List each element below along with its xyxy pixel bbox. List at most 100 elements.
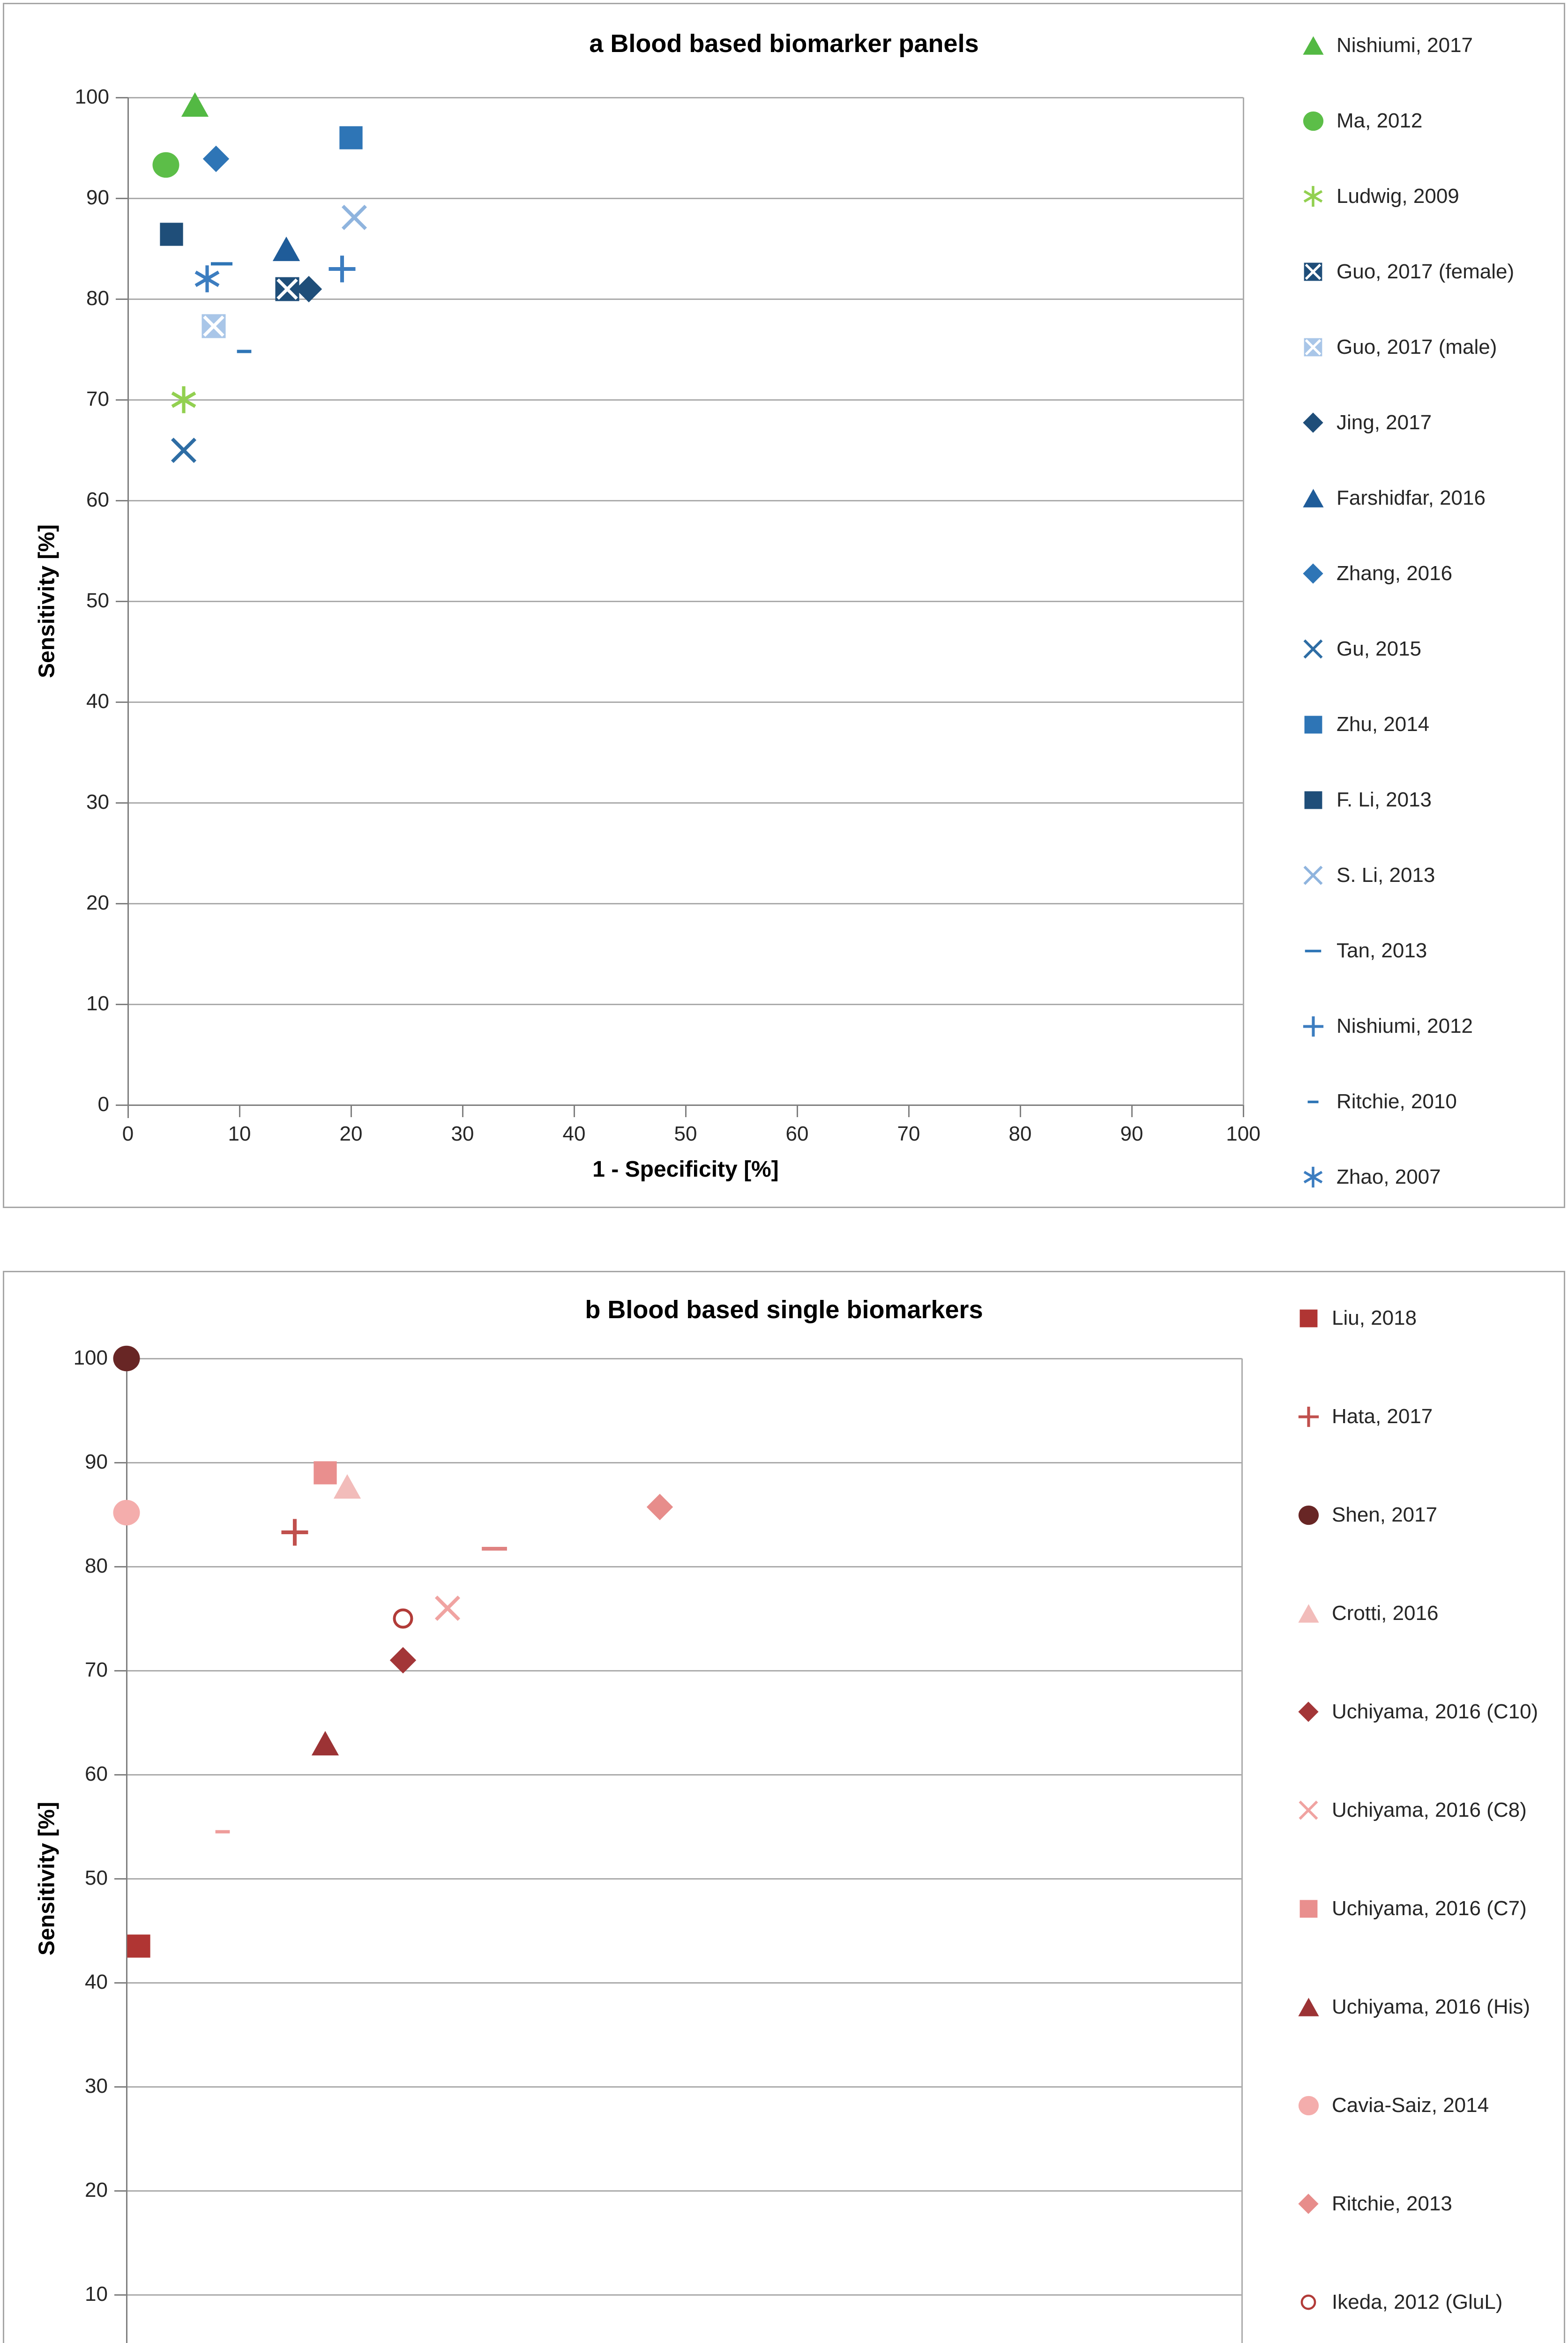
x-tick-mark: [796, 1105, 798, 1117]
data-point-guo-2017-male: [202, 314, 226, 338]
x-tick-label: 30: [451, 1122, 474, 1145]
x-tick-mark: [462, 1105, 463, 1117]
data-point-uchiyama-2016-c8: [435, 1595, 461, 1621]
legend-marker-icon: [1303, 563, 1323, 584]
legend-item-label: Ikeda, 2012 (GluL): [1332, 2291, 1503, 2313]
gridline-y-50: [127, 1878, 1242, 1880]
gridline-y-40: [128, 701, 1243, 703]
gridline-y-100: [127, 1358, 1242, 1359]
gridline-y-30: [128, 802, 1243, 804]
legend-marker-icon: [1298, 1604, 1319, 1623]
y-tick-label: 50: [85, 1866, 108, 1889]
y-tick-label: 20: [86, 891, 109, 914]
x-tick-label: 50: [674, 1122, 697, 1145]
gridline-y-100: [128, 97, 1243, 98]
legend-item-label: Ma, 2012: [1337, 109, 1423, 132]
gridline-y-30: [127, 2086, 1242, 2088]
legend-item-label: Tan, 2013: [1337, 939, 1427, 962]
chart-b-title: b Blood based single biomarkers: [585, 1296, 983, 1324]
data-point-shen-2017: [113, 1345, 140, 1372]
x-tick-label: 10: [228, 1122, 251, 1145]
plot-right-border: [1242, 97, 1244, 1105]
legend-marker-icon: [1303, 1166, 1323, 1188]
legend-item-label: Uchiyama, 2016 (C10): [1332, 1700, 1538, 1723]
legend-item-label: F. Li, 2013: [1337, 788, 1432, 811]
legend-marker-icon: [1303, 412, 1323, 433]
legend-marker-icon: [1304, 716, 1322, 733]
gridline-y-80: [127, 1566, 1242, 1567]
gridline-y-40: [127, 1982, 1242, 1984]
legend-item-label: Crotti, 2016: [1332, 1602, 1439, 1625]
chart-a-x-axis-label: 1 - Specificity [%]: [592, 1157, 779, 1182]
x-tick-mark: [573, 1105, 575, 1117]
y-tick-label: 10: [85, 2283, 108, 2306]
legend-marker-icon: [1298, 1406, 1319, 1427]
y-tick-label: 70: [86, 388, 109, 410]
x-tick-label: 90: [1120, 1122, 1143, 1145]
data-point-tan-2013: [210, 262, 232, 266]
legend-item-label: Gu, 2015: [1337, 637, 1422, 660]
data-point-zhu-2014: [339, 126, 363, 149]
y-tick-label: 30: [85, 2074, 108, 2097]
y-tick-label: 60: [86, 488, 109, 511]
y-tick-mark: [116, 298, 128, 300]
legend-marker-icon: [1304, 262, 1322, 281]
y-tick-mark: [116, 701, 128, 703]
x-tick-label: 80: [1008, 1122, 1032, 1145]
legend-marker-icon: [1303, 639, 1323, 659]
data-point-ikeda-2012-ala: [215, 1830, 230, 1834]
data-point-farshidfar-2016: [272, 236, 300, 261]
data-point-zhao-2007: [194, 265, 220, 292]
legend-item-label: Ritchie, 2013: [1332, 2192, 1452, 2215]
y-axis-line: [126, 1358, 127, 2343]
legend-item-label: Zhao, 2007: [1337, 1165, 1441, 1188]
y-tick-mark: [116, 399, 128, 401]
legend-marker-icon: [1305, 949, 1322, 952]
y-tick-label: 30: [86, 791, 109, 813]
gridline-y-20: [127, 2190, 1242, 2192]
y-tick-label: 20: [85, 2179, 108, 2201]
y-tick-label: 90: [86, 186, 109, 209]
legend-marker-icon: [1298, 1998, 1319, 2016]
legend-item-label: S. Li, 2013: [1337, 864, 1435, 887]
y-tick-mark: [114, 2190, 127, 2192]
y-axis-line: [127, 97, 129, 1118]
legend-item-label: Uchiyama, 2016 (His): [1332, 1995, 1531, 2018]
data-point-gu-2015: [171, 437, 197, 463]
x-tick-mark: [1131, 1105, 1133, 1117]
y-tick-mark: [114, 1566, 127, 1567]
y-tick-mark: [116, 600, 128, 602]
x-tick-mark: [685, 1105, 687, 1117]
legend-marker-icon: [1298, 2096, 1319, 2115]
data-point-ikeda-2012-glul: [393, 1608, 413, 1629]
legend-marker-icon: [1300, 2294, 1316, 2310]
y-tick-label: 70: [85, 1658, 108, 1681]
legend-marker-icon: [1302, 489, 1324, 507]
y-tick-label: 0: [97, 1093, 109, 1116]
gridline-y-10: [128, 1003, 1243, 1005]
legend-marker-icon: [1303, 111, 1323, 131]
legend-marker-icon: [1303, 866, 1323, 885]
data-point-ikeda-2012-gln: [482, 1547, 508, 1551]
y-tick-mark: [116, 500, 128, 501]
y-tick-label: 90: [85, 1450, 108, 1473]
legend-item-label: Zhang, 2016: [1337, 562, 1453, 585]
data-point-ludwig-2009: [171, 386, 196, 413]
x-tick-label: 100: [1226, 1122, 1261, 1145]
legend-item-label: Farshidfar, 2016: [1337, 486, 1486, 509]
data-point-uchiyama-2016-c7: [313, 1461, 337, 1485]
legend-item-label: Nishiumi, 2017: [1337, 34, 1473, 57]
legend-marker-icon: [1307, 1100, 1319, 1103]
legend-marker-icon: [1299, 1800, 1318, 1820]
legend-item-label: Ritchie, 2010: [1337, 1090, 1457, 1113]
y-tick-label: 10: [86, 992, 109, 1015]
legend-marker-icon: [1304, 791, 1322, 809]
data-point-uchiyama-2016-his: [311, 1731, 339, 1756]
chart-a-title: a Blood based biomarker panels: [589, 30, 979, 58]
legend-item-label: Liu, 2018: [1332, 1306, 1417, 1329]
data-point-uchiyama-2016-c10: [390, 1647, 417, 1673]
x-tick-mark: [239, 1105, 240, 1117]
data-point-liu-2018: [127, 1934, 150, 1958]
gridline-y-90: [128, 197, 1243, 199]
y-tick-mark: [116, 197, 128, 199]
